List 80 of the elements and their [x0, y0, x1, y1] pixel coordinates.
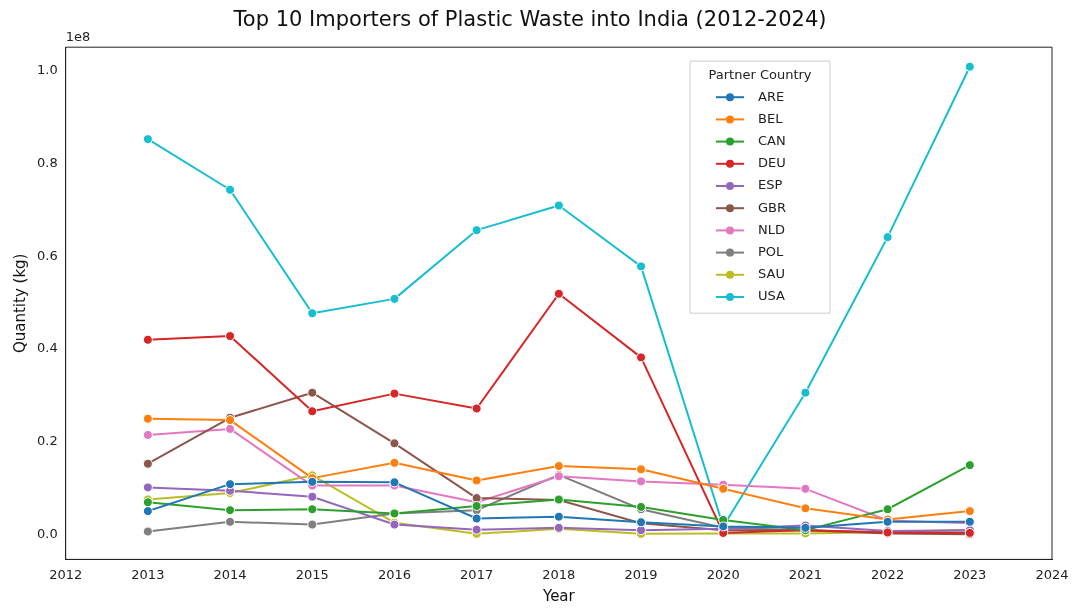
x-tick-label: 2016 — [377, 566, 411, 582]
point — [636, 261, 647, 272]
x-tick-label: 2021 — [788, 566, 822, 582]
point — [471, 513, 482, 524]
point — [553, 511, 564, 522]
point — [964, 460, 975, 471]
point — [471, 475, 482, 486]
point — [636, 352, 647, 363]
point — [142, 413, 153, 424]
point — [471, 225, 482, 236]
point — [718, 483, 729, 494]
point — [800, 483, 811, 494]
legend-label: NLD — [758, 221, 785, 237]
y-tick-label: 0.4 — [36, 340, 58, 356]
point — [142, 458, 153, 469]
point — [142, 334, 153, 345]
point — [225, 331, 236, 342]
y-axis-title: Quantity (kg) — [10, 253, 29, 354]
point — [882, 232, 893, 243]
point — [471, 524, 482, 535]
point — [471, 403, 482, 414]
point — [800, 503, 811, 514]
legend-label: POL — [758, 243, 785, 259]
point — [225, 505, 236, 516]
point — [225, 516, 236, 527]
point — [553, 200, 564, 211]
point — [307, 519, 318, 530]
point — [389, 293, 400, 304]
y-tick-label: 0.2 — [36, 433, 58, 449]
point — [225, 184, 236, 195]
x-tick-label: 2024 — [1035, 566, 1069, 582]
point — [389, 388, 400, 399]
legend-label: SAU — [758, 266, 785, 282]
x-tick-label: 2012 — [49, 566, 83, 582]
point — [307, 504, 318, 515]
point — [307, 406, 318, 417]
text: 1e8 — [65, 29, 91, 45]
x-tick-label: 2015 — [295, 566, 329, 582]
point — [882, 504, 893, 515]
x-tick-label: 2018 — [542, 566, 576, 582]
point — [553, 288, 564, 299]
point — [553, 461, 564, 472]
point — [307, 491, 318, 502]
point — [636, 476, 647, 487]
point — [142, 526, 153, 537]
x-tick-label: 2020 — [706, 566, 740, 582]
point — [389, 438, 400, 449]
legend-label: USA — [758, 288, 786, 304]
y-tick-label: 1.0 — [36, 61, 58, 77]
legend-title: Partner Country — [708, 66, 812, 82]
point — [307, 387, 318, 398]
x-tick-label: 2022 — [871, 566, 905, 582]
x-tick-label: 2014 — [213, 566, 247, 582]
point — [142, 429, 153, 440]
point — [800, 387, 811, 398]
x-axis-title: Year — [541, 586, 576, 605]
x-tick-label: 2019 — [624, 566, 658, 582]
point — [389, 457, 400, 468]
legend-label: ARE — [758, 88, 785, 104]
legend-label: BEL — [758, 110, 784, 126]
legend-label: ESP — [758, 177, 783, 193]
point — [307, 308, 318, 319]
x-tick-label: 2023 — [953, 566, 987, 582]
point — [964, 61, 975, 72]
legend-label: DEU — [758, 155, 786, 171]
y-tick-label: 0.6 — [36, 247, 58, 263]
chart-title: Top 10 Importers of Plastic Waste into India (2012-2024) — [232, 7, 827, 32]
legend-label: CAN — [758, 132, 786, 148]
point — [471, 501, 482, 511]
y-tick-label: 0.8 — [36, 154, 58, 170]
legend-label: GBR — [758, 199, 787, 215]
point — [142, 506, 153, 517]
point — [142, 482, 153, 493]
x-tick-label: 2013 — [131, 566, 165, 582]
x-tick-label: 2017 — [460, 566, 494, 582]
point — [225, 479, 236, 490]
point — [964, 506, 975, 517]
y-tick-label: 0.0 — [36, 526, 58, 542]
point — [636, 464, 647, 475]
point — [142, 134, 153, 145]
